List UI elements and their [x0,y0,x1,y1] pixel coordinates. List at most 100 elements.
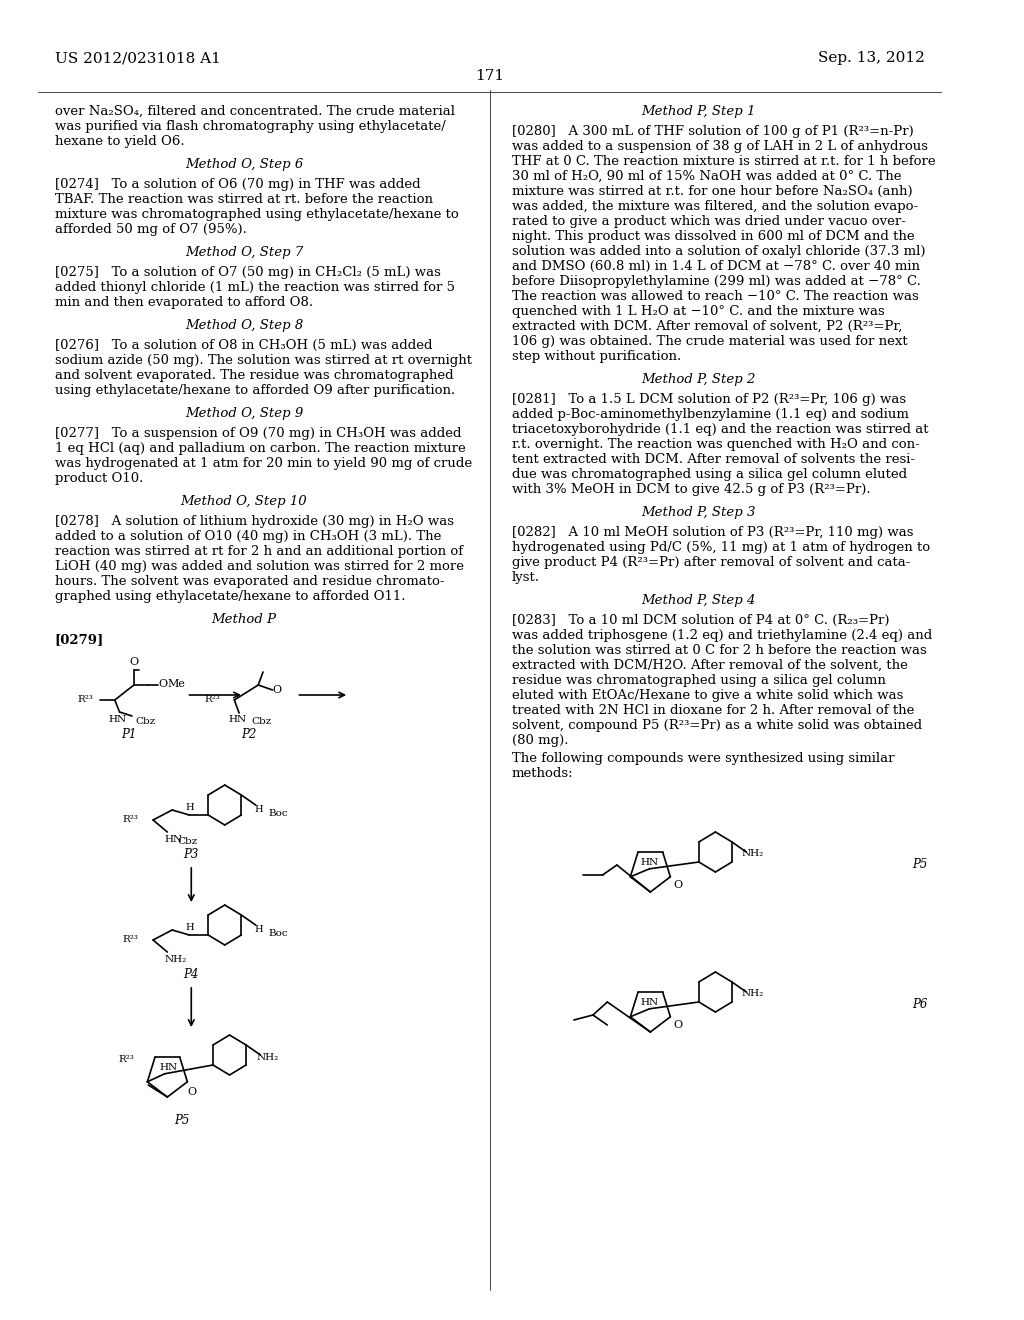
Text: P6: P6 [912,998,928,1011]
Text: NH₂: NH₂ [256,1052,279,1061]
Text: eluted with EtOAc/Hexane to give a white solid which was: eluted with EtOAc/Hexane to give a white… [512,689,903,702]
Text: R²³: R²³ [204,696,220,705]
Text: mixture was stirred at r.t. for one hour before Na₂SO₄ (anh): mixture was stirred at r.t. for one hour… [512,185,912,198]
Text: [0282]   A 10 ml MeOH solution of P3 (R²³=Pr, 110 mg) was: [0282] A 10 ml MeOH solution of P3 (R²³=… [512,525,913,539]
Text: HN: HN [165,836,182,845]
Text: Method O, Step 8: Method O, Step 8 [184,319,303,333]
Text: P4: P4 [183,969,199,982]
Text: [0275]   To a solution of O7 (50 mg) in CH₂Cl₂ (5 mL) was: [0275] To a solution of O7 (50 mg) in CH… [54,267,440,279]
Text: before Diisopropylethylamine (299 ml) was added at −78° C.: before Diisopropylethylamine (299 ml) wa… [512,275,921,288]
Text: O: O [158,678,167,689]
Text: H: H [254,805,263,814]
Text: (80 mg).: (80 mg). [512,734,568,747]
Text: R²³: R²³ [118,1056,134,1064]
Text: with 3% MeOH in DCM to give 42.5 g of P3 (R²³=Pr).: with 3% MeOH in DCM to give 42.5 g of P3… [512,483,870,496]
Text: Sep. 13, 2012: Sep. 13, 2012 [818,51,925,65]
Text: 30 ml of H₂O, 90 ml of 15% NaOH was added at 0° C. The: 30 ml of H₂O, 90 ml of 15% NaOH was adde… [512,170,901,183]
Text: The reaction was allowed to reach −10° C. The reaction was: The reaction was allowed to reach −10° C… [512,290,919,304]
Text: afforded 50 mg of O7 (95%).: afforded 50 mg of O7 (95%). [54,223,247,236]
Text: and DMSO (60.8 ml) in 1.4 L of DCM at −78° C. over 40 min: and DMSO (60.8 ml) in 1.4 L of DCM at −7… [512,260,920,273]
Text: quenched with 1 L H₂O at −10° C. and the mixture was: quenched with 1 L H₂O at −10° C. and the… [512,305,885,318]
Text: added p-Boc-aminomethylbenzylamine (1.1 eq) and sodium: added p-Boc-aminomethylbenzylamine (1.1 … [512,408,908,421]
Text: [0277]   To a suspension of O9 (70 mg) in CH₃OH was added: [0277] To a suspension of O9 (70 mg) in … [54,426,461,440]
Text: H: H [185,804,194,813]
Text: Method O, Step 7: Method O, Step 7 [184,246,303,259]
Text: lyst.: lyst. [512,572,540,583]
Text: sodium azide (50 mg). The solution was stirred at rt overnight: sodium azide (50 mg). The solution was s… [54,354,471,367]
Text: Method P, Step 4: Method P, Step 4 [641,594,756,607]
Text: Method O, Step 9: Method O, Step 9 [184,407,303,420]
Text: [0283]   To a 10 ml DCM solution of P4 at 0° C. (R₂₃=Pr): [0283] To a 10 ml DCM solution of P4 at … [512,614,889,627]
Text: Cbz: Cbz [252,718,271,726]
Text: R²³: R²³ [78,696,94,705]
Text: LiOH (40 mg) was added and solution was stirred for 2 more: LiOH (40 mg) was added and solution was … [54,560,464,573]
Text: P3: P3 [183,849,199,862]
Text: product O10.: product O10. [54,473,143,484]
Text: Method P: Method P [211,612,276,626]
Text: [0281]   To a 1.5 L DCM solution of P2 (R²³=Pr, 106 g) was: [0281] To a 1.5 L DCM solution of P2 (R²… [512,393,906,407]
Text: hexane to yield O6.: hexane to yield O6. [54,135,184,148]
Text: added thionyl chloride (1 mL) the reaction was stirred for 5: added thionyl chloride (1 mL) the reacti… [54,281,455,294]
Text: the solution was stirred at 0 C for 2 h before the reaction was: the solution was stirred at 0 C for 2 h … [512,644,927,657]
Text: [0278]   A solution of lithium hydroxide (30 mg) in H₂O was: [0278] A solution of lithium hydroxide (… [54,515,454,528]
Text: residue was chromatographed using a silica gel column: residue was chromatographed using a sili… [512,675,886,686]
Text: added to a solution of O10 (40 mg) in CH₃OH (3 mL). The: added to a solution of O10 (40 mg) in CH… [54,531,441,543]
Text: P5: P5 [174,1114,189,1126]
Text: Boc: Boc [268,808,288,817]
Text: night. This product was dissolved in 600 ml of DCM and the: night. This product was dissolved in 600… [512,230,914,243]
Text: [0276]   To a solution of O8 in CH₃OH (5 mL) was added: [0276] To a solution of O8 in CH₃OH (5 m… [54,339,432,352]
Text: due was chromatographed using a silica gel column eluted: due was chromatographed using a silica g… [512,469,907,480]
Text: HN: HN [228,715,246,725]
Text: O: O [272,685,282,696]
Text: Cbz: Cbz [136,718,156,726]
Text: was purified via flash chromatography using ethylacetate/: was purified via flash chromatography us… [54,120,445,133]
Text: HN: HN [109,715,127,725]
Text: Method P, Step 1: Method P, Step 1 [641,106,756,117]
Text: HN: HN [640,858,658,867]
Text: over Na₂SO₄, filtered and concentrated. The crude material: over Na₂SO₄, filtered and concentrated. … [54,106,455,117]
Text: NH₂: NH₂ [741,990,764,998]
Text: [0280]   A 300 mL of THF solution of 100 g of P1 (R²³=n-Pr): [0280] A 300 mL of THF solution of 100 g… [512,125,913,139]
Text: mixture was chromatographed using ethylacetate/hexane to: mixture was chromatographed using ethyla… [54,209,459,220]
Text: O: O [187,1086,197,1097]
Text: hours. The solvent was evaporated and residue chromato-: hours. The solvent was evaporated and re… [54,576,444,587]
Text: TBAF. The reaction was stirred at rt. before the reaction: TBAF. The reaction was stirred at rt. be… [54,193,432,206]
Text: O: O [129,657,138,667]
Text: was added, the mixture was filtered, and the solution evapo-: was added, the mixture was filtered, and… [512,201,918,213]
Text: triacetoxyborohydride (1.1 eq) and the reaction was stirred at: triacetoxyborohydride (1.1 eq) and the r… [512,422,928,436]
Text: Method P, Step 2: Method P, Step 2 [641,374,756,385]
Text: NH₂: NH₂ [165,956,186,965]
Text: R²³: R²³ [123,936,138,945]
Text: solvent, compound P5 (R²³=Pr) as a white solid was obtained: solvent, compound P5 (R²³=Pr) as a white… [512,719,922,733]
Text: P2: P2 [241,729,256,742]
Text: rated to give a product which was dried under vacuo over-: rated to give a product which was dried … [512,215,905,228]
Text: hydrogenated using Pd/C (5%, 11 mg) at 1 atm of hydrogen to: hydrogenated using Pd/C (5%, 11 mg) at 1… [512,541,930,554]
Text: Method P, Step 3: Method P, Step 3 [641,506,756,519]
Text: P1: P1 [122,729,137,742]
Text: HN: HN [159,1063,177,1072]
Text: O: O [674,1020,683,1030]
Text: Boc: Boc [268,928,288,937]
Text: min and then evaporated to afford O8.: min and then evaporated to afford O8. [54,296,312,309]
Text: r.t. overnight. The reaction was quenched with H₂O and con-: r.t. overnight. The reaction was quenche… [512,438,920,451]
Text: was added triphosgene (1.2 eq) and triethylamine (2.4 eq) and: was added triphosgene (1.2 eq) and triet… [512,630,932,642]
Text: US 2012/0231018 A1: US 2012/0231018 A1 [54,51,220,65]
Text: 106 g) was obtained. The crude material was used for next: 106 g) was obtained. The crude material … [512,335,907,348]
Text: Cbz: Cbz [177,837,198,846]
Text: treated with 2N HCl in dioxane for 2 h. After removal of the: treated with 2N HCl in dioxane for 2 h. … [512,704,914,717]
Text: H: H [185,924,194,932]
Text: and solvent evaporated. The residue was chromatographed: and solvent evaporated. The residue was … [54,370,454,381]
Text: 171: 171 [475,69,504,83]
Text: extracted with DCM/H2O. After removal of the solvent, the: extracted with DCM/H2O. After removal of… [512,659,907,672]
Text: H: H [254,925,263,935]
Text: [0279]: [0279] [54,634,103,645]
Text: solution was added into a solution of oxalyl chloride (37.3 ml): solution was added into a solution of ox… [512,246,925,257]
Text: was added to a suspension of 38 g of LAH in 2 L of anhydrous: was added to a suspension of 38 g of LAH… [512,140,928,153]
Text: 1 eq HCl (aq) and palladium on carbon. The reaction mixture: 1 eq HCl (aq) and palladium on carbon. T… [54,442,465,455]
Text: tent extracted with DCM. After removal of solvents the resi-: tent extracted with DCM. After removal o… [512,453,914,466]
Text: Me: Me [167,678,185,689]
Text: step without purification.: step without purification. [512,350,681,363]
Text: graphed using ethylacetate/hexane to afforded O11.: graphed using ethylacetate/hexane to aff… [54,590,406,603]
Text: NH₂: NH₂ [741,850,764,858]
Text: methods:: methods: [512,767,573,780]
